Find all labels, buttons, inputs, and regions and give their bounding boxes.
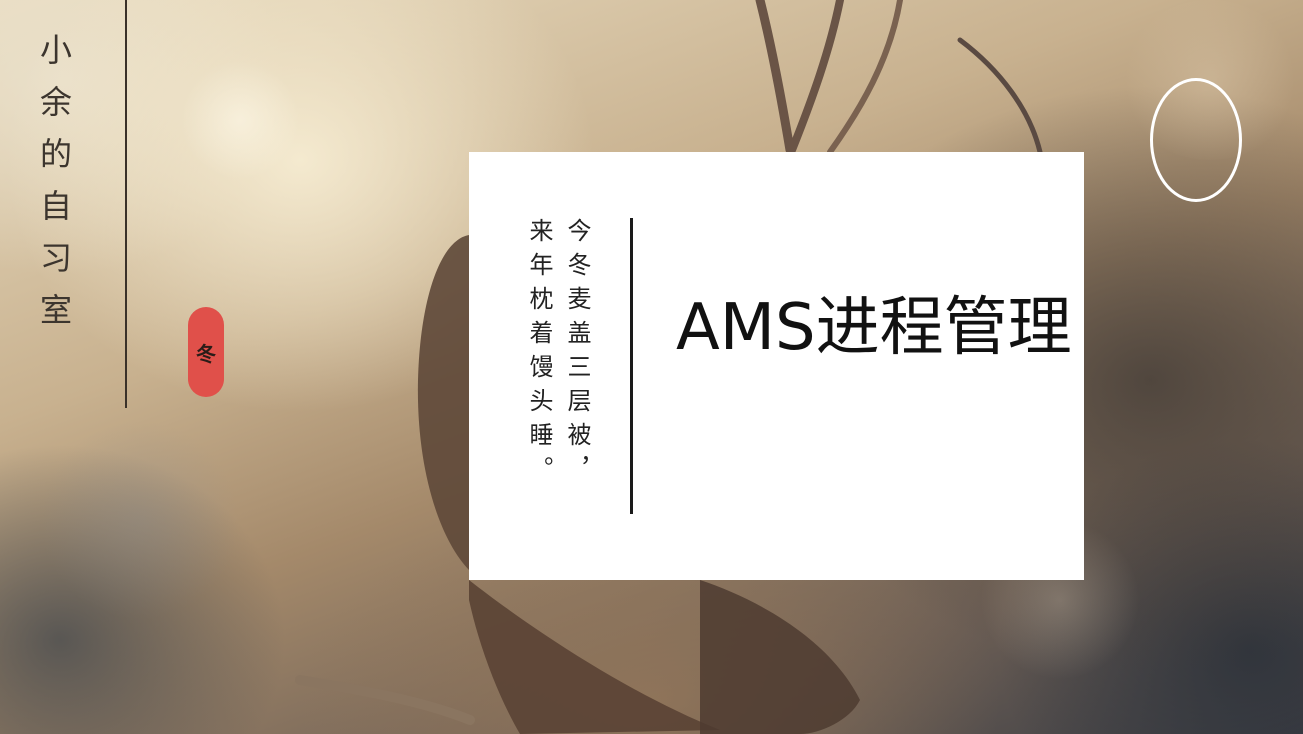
poem-line: 今冬麦盖三层被， xyxy=(563,218,591,490)
decorative-ring xyxy=(1150,78,1242,202)
main-title: AMS进程管理 xyxy=(676,291,1072,365)
card-divider xyxy=(630,218,633,514)
title-card xyxy=(469,152,1084,580)
poem-line: 来年枕着馒头睡。 xyxy=(525,218,553,490)
poem-text: 今冬麦盖三层被， 来年枕着馒头睡。 xyxy=(520,218,596,538)
winter-seal-stamp: 冬 xyxy=(188,307,224,397)
vertical-divider xyxy=(125,0,127,408)
site-title: 小余的自习室 xyxy=(39,31,72,329)
